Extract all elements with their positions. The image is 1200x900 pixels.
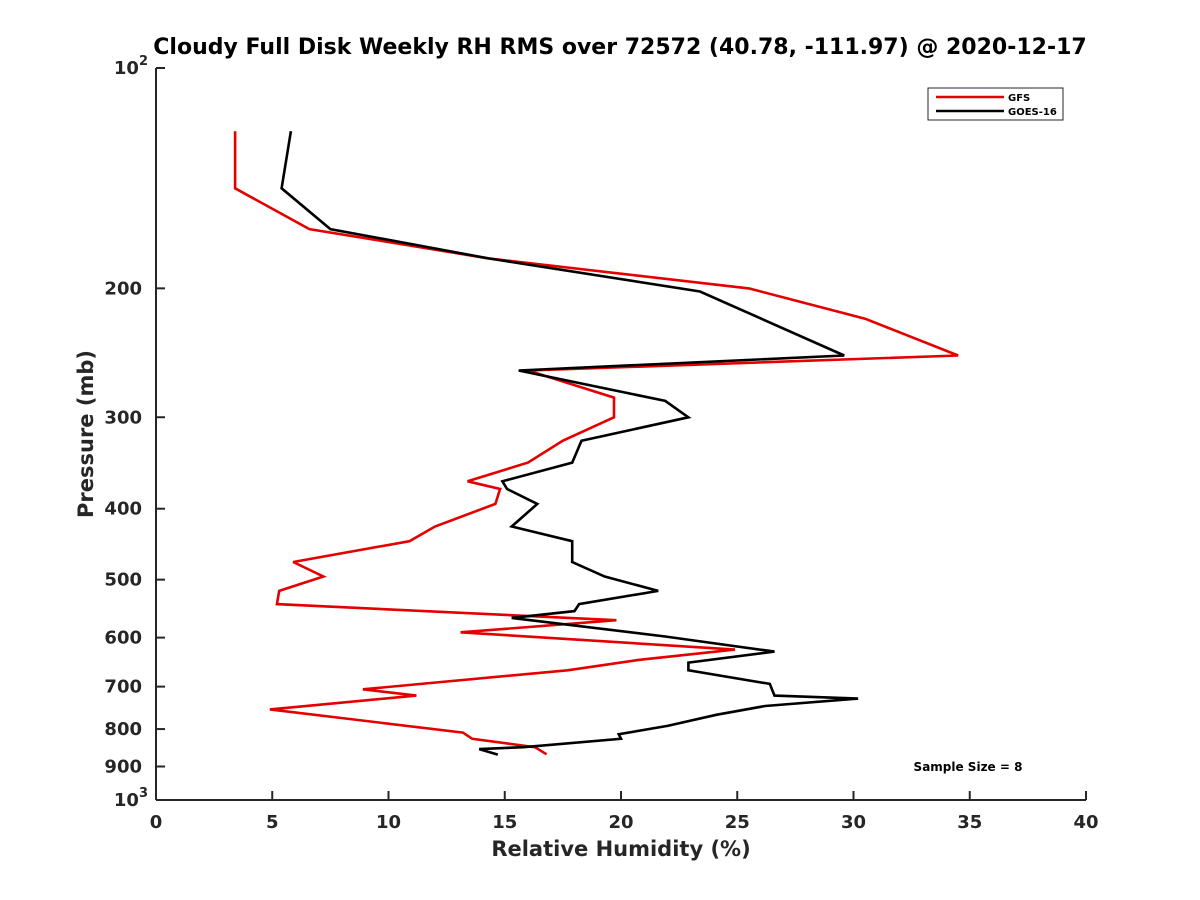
- y-tick-exponent: 2: [139, 54, 148, 69]
- x-tick-label: 10: [376, 812, 401, 833]
- y-tick-label: 102: [114, 54, 148, 79]
- chart-title: Cloudy Full Disk Weekly RH RMS over 7257…: [153, 35, 1086, 60]
- y-tick-label: 700: [104, 677, 142, 698]
- series-line-gfs: [233, 131, 959, 756]
- plot-area: [156, 68, 1086, 800]
- x-axis-label: Relative Humidity (%): [491, 837, 750, 861]
- sample-size-annotation: Sample Size = 8: [914, 760, 1023, 774]
- y-tick-label: 400: [104, 499, 142, 520]
- x-tick-label: 25: [725, 812, 750, 833]
- y-tick-label: 103: [114, 786, 148, 811]
- y-tick-label: 800: [104, 719, 142, 740]
- series-lines: [233, 130, 959, 756]
- y-tick-label: 500: [104, 570, 142, 591]
- legend-label-goes16: GOES-16: [1008, 107, 1057, 118]
- y-axis-ticks: 102 200 300 400 500 600 700 800 900 103: [104, 54, 165, 811]
- y-tick-label: 200: [104, 278, 142, 299]
- x-tick-label: 35: [957, 812, 982, 833]
- x-tick-label: 0: [150, 812, 163, 833]
- x-tick-label: 20: [608, 812, 633, 833]
- legend-label-gfs: GFS: [1008, 93, 1030, 104]
- legend-box: [927, 87, 1064, 121]
- y-tick-label: 300: [104, 407, 142, 428]
- y-tick-label: 900: [104, 757, 142, 778]
- y-axis-label: Pressure (mb): [74, 350, 98, 518]
- legend: GFS GOES-16: [927, 87, 1064, 121]
- x-tick-label: 30: [841, 812, 866, 833]
- x-tick-label: 15: [492, 812, 517, 833]
- x-tick-label: 40: [1073, 812, 1098, 833]
- y-tick-exponent: 3: [139, 786, 148, 801]
- x-axis-ticks: 0 5 10 15 20 25 30 35 40: [150, 791, 1099, 833]
- y-tick-label: 600: [104, 628, 142, 649]
- x-tick-label: 5: [266, 812, 279, 833]
- series-line-goes-16: [280, 130, 859, 756]
